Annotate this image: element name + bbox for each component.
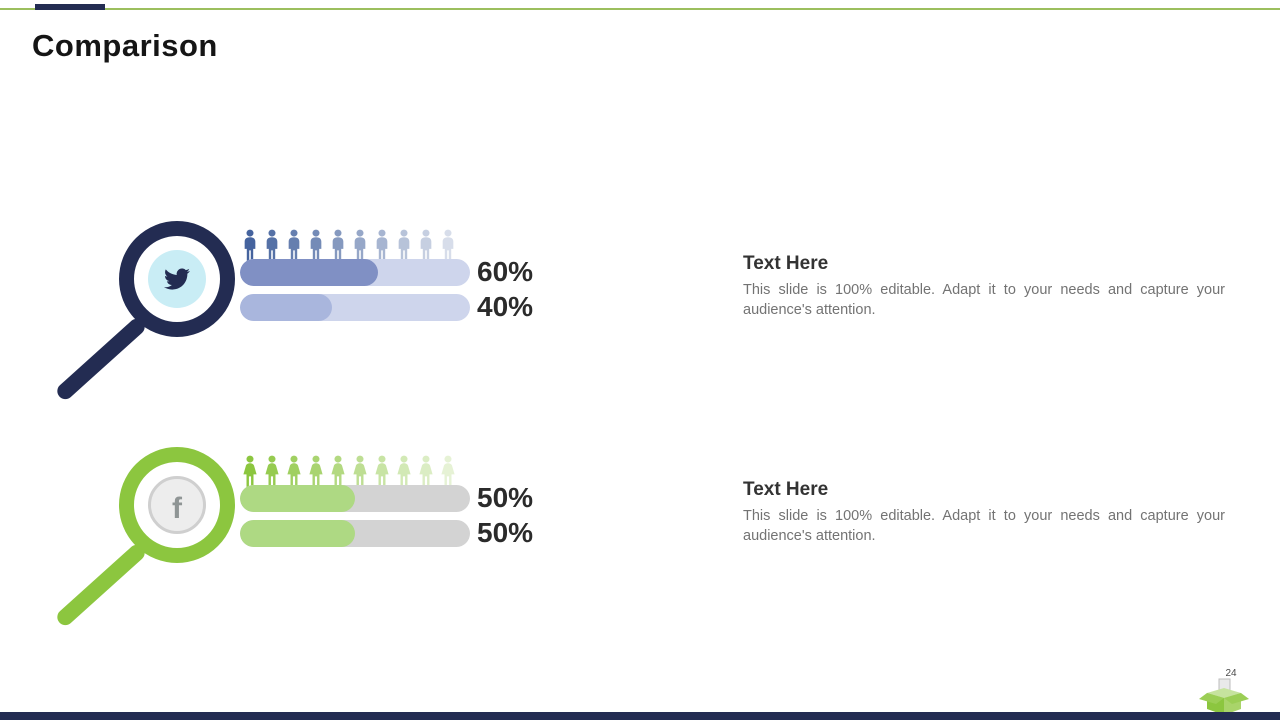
person-icon	[398, 229, 410, 262]
comparison-row-facebook: f 50% 50% Text Here This slide is 100% e…	[0, 441, 1280, 646]
people-pictograph-blue	[240, 229, 458, 262]
person-icon	[375, 455, 389, 488]
progress-fill	[240, 520, 355, 547]
person-icon	[376, 229, 388, 262]
facebook-icon: f	[172, 492, 182, 525]
percent-label: 50%	[477, 482, 534, 513]
progress-bar	[240, 485, 470, 512]
people-pictograph-green	[240, 455, 458, 488]
comparison-row-twitter: 60% 40% Text Here This slide is 100% edi…	[0, 215, 1280, 420]
person-icon	[442, 229, 454, 262]
twitter-magnifier-icon	[119, 221, 235, 337]
person-icon	[420, 229, 432, 262]
progress-fill	[240, 259, 378, 286]
person-icon	[266, 229, 278, 262]
slide-title: Comparison	[32, 28, 218, 63]
progress-bar	[240, 294, 470, 321]
facebook-icon-circle: f	[148, 476, 206, 534]
twitter-icon	[164, 268, 190, 290]
top-accent-tab	[35, 4, 105, 10]
person-icon	[287, 455, 301, 488]
person-icon	[441, 455, 455, 488]
percent-label: 40%	[477, 291, 534, 322]
person-icon	[419, 455, 433, 488]
progress-fill	[240, 485, 355, 512]
person-icon	[397, 455, 411, 488]
magnifier-handle	[54, 315, 148, 403]
person-icon	[309, 455, 323, 488]
twitter-icon-circle	[148, 250, 206, 308]
text-heading: Text Here	[743, 253, 829, 274]
person-icon	[265, 455, 279, 488]
person-icon	[243, 455, 257, 488]
person-icon	[310, 229, 322, 262]
person-icon	[354, 229, 366, 262]
person-icon	[244, 229, 256, 262]
person-icon	[331, 455, 345, 488]
magnifier-handle	[54, 541, 148, 629]
footer-bar	[0, 712, 1280, 720]
person-icon	[288, 229, 300, 262]
progress-bar	[240, 520, 470, 547]
text-heading: Text Here	[743, 479, 829, 500]
person-icon	[332, 229, 344, 262]
progress-fill	[240, 294, 332, 321]
percent-label: 50%	[477, 517, 534, 548]
text-body: This slide is 100% editable. Adapt it to…	[743, 282, 1225, 318]
open-box-icon	[1199, 678, 1249, 715]
progress-bar	[240, 259, 470, 286]
percent-label: 60%	[477, 256, 534, 287]
facebook-magnifier-icon: f	[119, 447, 235, 563]
person-icon	[353, 455, 367, 488]
top-accent-line	[0, 8, 1280, 10]
text-body: This slide is 100% editable. Adapt it to…	[743, 508, 1225, 544]
page-number: 24	[1225, 668, 1237, 679]
